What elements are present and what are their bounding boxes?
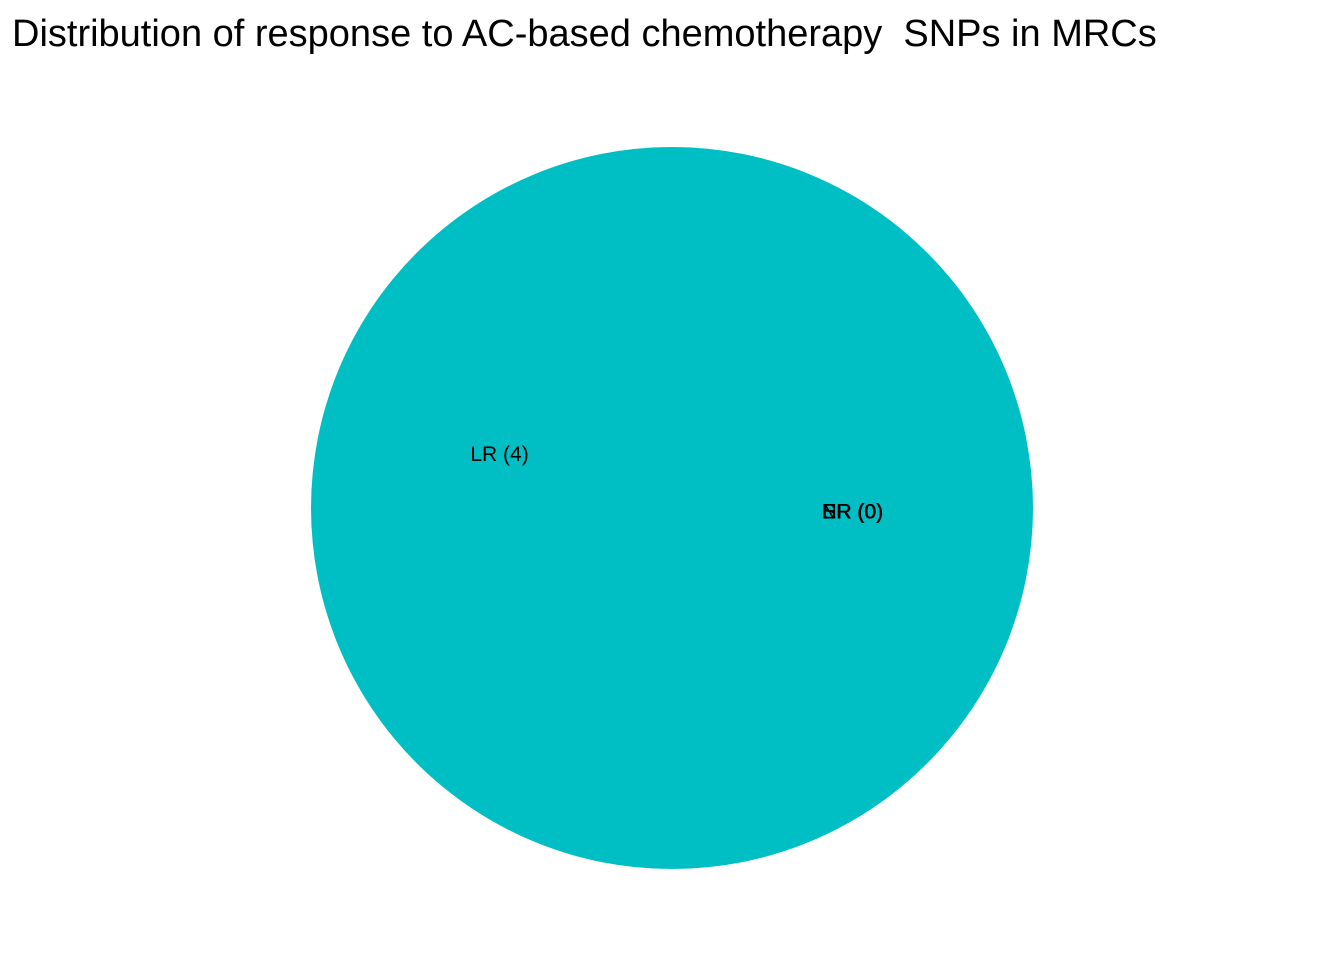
- pie-labels: ER (0) LR (4) NR (0)SR (0): [470, 443, 883, 523]
- slice-label-lr: LR (4): [470, 443, 528, 466]
- pie-slices: [311, 147, 1033, 869]
- pie-slice-lr: [311, 147, 1033, 869]
- chart-title: Distribution of response to AC-based che…: [12, 13, 1157, 55]
- slice-label-er: ER (0): [822, 501, 883, 524]
- slice-label-nr: NR (0): [822, 501, 884, 524]
- slice-label-sr: SR (0): [822, 501, 883, 524]
